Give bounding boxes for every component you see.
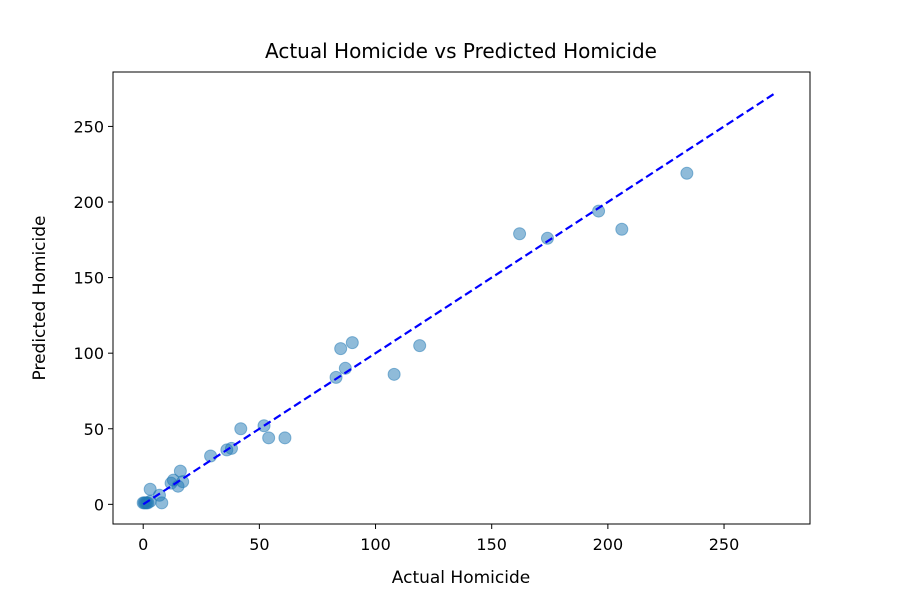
x-tick-label: 150 — [476, 535, 507, 554]
data-point — [592, 204, 606, 218]
data-point — [413, 339, 427, 353]
data-point — [155, 496, 169, 510]
data-point — [615, 222, 629, 236]
data-point — [540, 231, 554, 245]
chart-title: Actual Homicide vs Predicted Homicide — [265, 39, 657, 63]
data-point — [143, 482, 157, 496]
axes-frame — [112, 71, 811, 525]
data-point — [513, 227, 527, 241]
x-tick-label: 250 — [709, 535, 740, 554]
y-tick-label: 200 — [73, 193, 104, 212]
data-point — [204, 449, 218, 463]
data-point — [278, 431, 292, 445]
y-tick-label: 100 — [73, 344, 104, 363]
x-tick-label: 0 — [138, 535, 148, 554]
data-point — [262, 431, 276, 445]
reference-line — [142, 92, 776, 506]
y-tick-label: 250 — [73, 117, 104, 136]
plot-area: 0 50 100 150 200 250 0 50 100 150 200 250 — [73, 71, 811, 554]
data-point — [334, 342, 348, 356]
data-point — [173, 464, 187, 478]
x-tick-label: 200 — [593, 535, 624, 554]
x-tick-label: 50 — [249, 535, 269, 554]
data-point — [345, 336, 359, 350]
y-tick-label: 0 — [94, 495, 104, 514]
x-axis-label: Actual Homicide — [392, 568, 530, 588]
data-point — [234, 422, 248, 436]
data-point — [329, 370, 343, 384]
x-tick-label: 100 — [360, 535, 391, 554]
data-point — [680, 166, 694, 180]
y-axis-label: Predicted Homicide — [30, 216, 50, 381]
data-point — [387, 367, 401, 381]
y-tick-label: 150 — [73, 269, 104, 288]
y-tick-label: 50 — [84, 420, 104, 439]
